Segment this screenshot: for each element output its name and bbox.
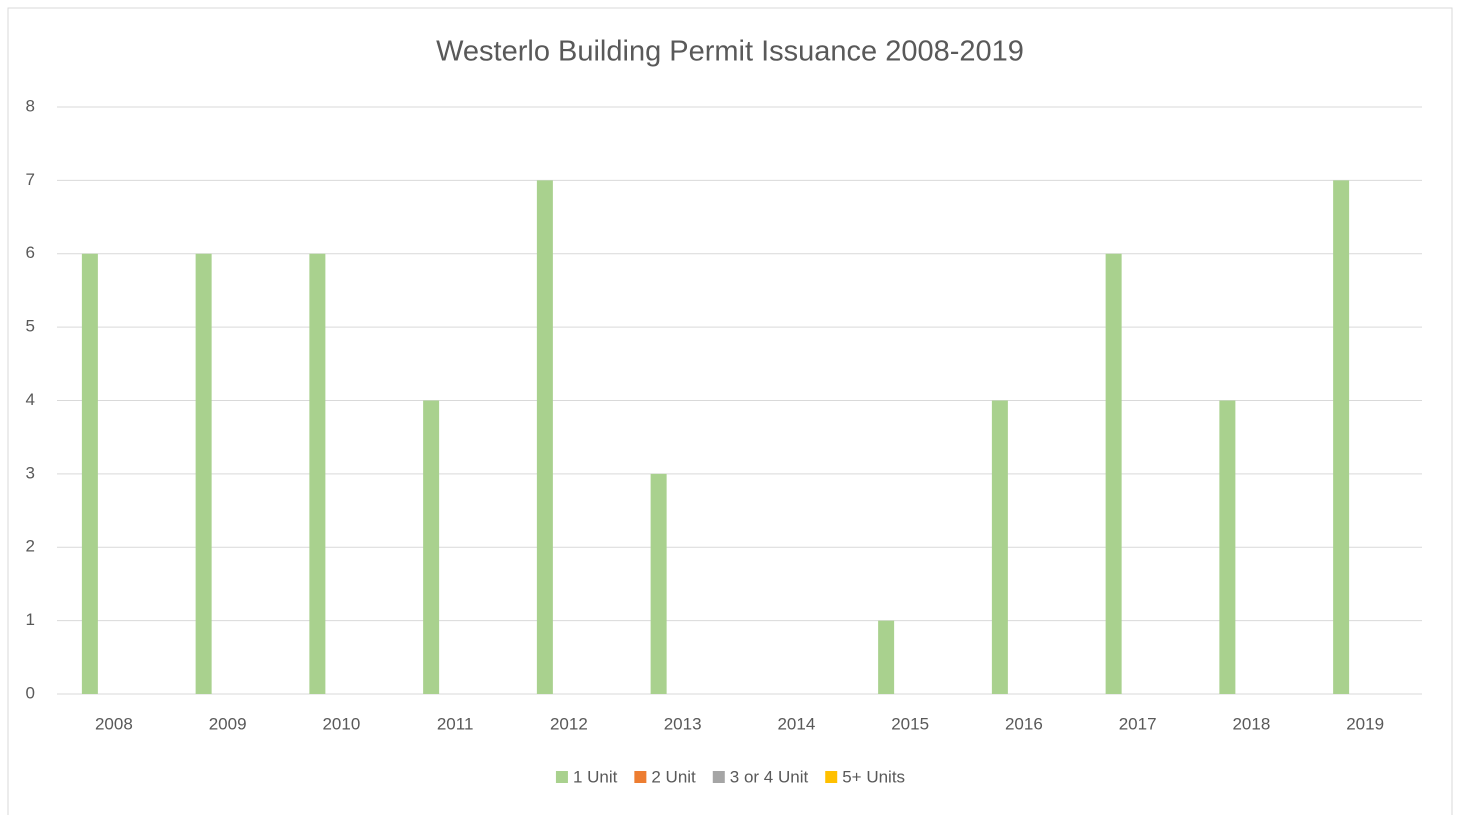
y-tick-label: 2 (26, 537, 35, 556)
x-tick-label: 2016 (1005, 714, 1043, 733)
x-tick-label: 2014 (777, 714, 815, 733)
y-tick-label: 7 (26, 170, 35, 189)
x-tick-label: 2019 (1346, 714, 1384, 733)
y-tick-label: 6 (26, 243, 35, 262)
bar (878, 620, 895, 694)
bar (1333, 180, 1350, 694)
x-tick-label: 2010 (322, 714, 360, 733)
y-tick-label: 5 (26, 317, 35, 336)
x-tick-label: 2017 (1119, 714, 1157, 733)
y-tick-label: 8 (26, 96, 35, 115)
bar (1105, 253, 1122, 694)
x-tick-label: 2009 (209, 714, 247, 733)
x-tick-label: 2008 (95, 714, 133, 733)
y-tick-label: 3 (26, 463, 35, 482)
legend-swatch (825, 771, 838, 783)
x-tick-label: 2015 (891, 714, 929, 733)
legend-label: 5+ Units (842, 767, 905, 786)
y-tick-label: 4 (26, 390, 35, 409)
y-tick-label: 1 (26, 610, 35, 629)
chart-frame (7, 7, 1453, 815)
x-tick-label: 2018 (1232, 714, 1270, 733)
bar (81, 253, 98, 694)
legend-label: 2 Unit (651, 767, 696, 786)
bar (991, 400, 1008, 694)
x-tick-label: 2011 (437, 714, 474, 733)
chart-title: Westerlo Building Permit Issuance 2008-2… (436, 36, 1024, 68)
legend-label: 3 or 4 Unit (730, 767, 809, 786)
legend-swatch (555, 771, 568, 783)
x-tick-label: 2013 (664, 714, 702, 733)
bar (536, 180, 553, 694)
y-tick-label: 0 (26, 683, 35, 702)
bar (423, 400, 440, 694)
bar (195, 253, 212, 694)
bar (1219, 400, 1236, 694)
legend-label: 1 Unit (573, 767, 618, 786)
legend-swatch (634, 771, 647, 783)
bar (650, 473, 667, 694)
bar (309, 253, 326, 694)
x-tick-label: 2012 (550, 714, 588, 733)
legend-swatch (712, 771, 725, 783)
